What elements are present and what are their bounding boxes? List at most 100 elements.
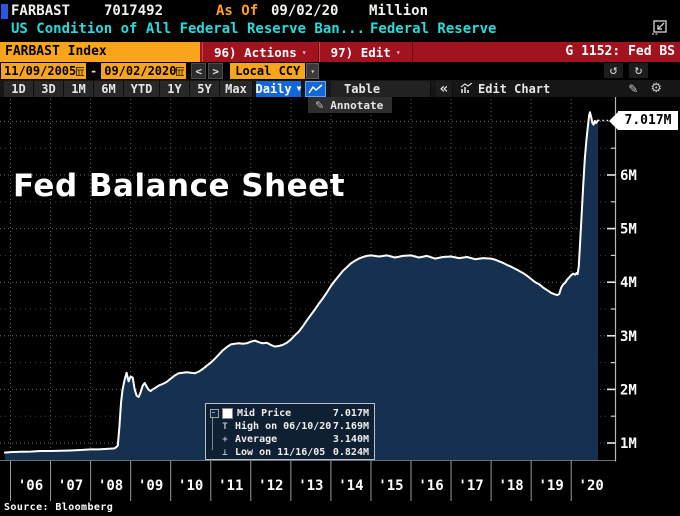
legend-value: 7.017M bbox=[332, 408, 369, 419]
date-range-row: 11/09/2005 - 09/02/2020 < > Local CCY ▾ bbox=[0, 62, 680, 80]
redo-button[interactable]: ↻ bbox=[629, 63, 648, 78]
chevron-down-icon: ▾ bbox=[395, 47, 401, 57]
range-button-5y[interactable]: 5Y bbox=[190, 80, 220, 97]
y-tick-label: 4M bbox=[620, 275, 637, 291]
next-period-button[interactable]: > bbox=[208, 63, 224, 79]
period-dropdown-label: Daily bbox=[255, 81, 292, 96]
x-tick-label: '15 bbox=[378, 478, 403, 494]
x-tick-label: '06 bbox=[18, 478, 43, 494]
command-titlebar: FARBAST Index 96) Actions ▾ 97) Edit ▾ G… bbox=[0, 42, 680, 62]
unit-label: Million bbox=[369, 3, 429, 19]
annotate-toolbar-icon[interactable]: ✎ bbox=[628, 81, 639, 96]
legend-label: Low on 11/16/05 bbox=[235, 447, 326, 458]
edit-chart-button[interactable]: Edit Chart bbox=[460, 82, 550, 96]
chart-type-button[interactable] bbox=[305, 80, 326, 97]
legend-row: Mid Price 7.017M bbox=[210, 407, 369, 420]
ticker-symbol: FARBAST bbox=[11, 3, 71, 19]
x-tick-label: '13 bbox=[298, 478, 323, 494]
legend-low-marker-icon: ⊥ bbox=[222, 447, 228, 458]
x-tick-label: '16 bbox=[418, 478, 443, 494]
as-of-label: As Of bbox=[216, 3, 259, 19]
price-line bbox=[3, 111, 599, 454]
legend-value: 7.169M bbox=[332, 421, 369, 432]
x-tick-label: '18 bbox=[498, 478, 523, 494]
x-tick-label: '17 bbox=[458, 478, 483, 494]
prev-period-button[interactable]: < bbox=[191, 63, 207, 79]
legend-label: High on 06/10/20 bbox=[235, 421, 332, 432]
date-range-dash: - bbox=[90, 64, 98, 78]
legend-value: 0.824M bbox=[332, 447, 369, 458]
pencil-icon: ✎ bbox=[315, 98, 325, 112]
settings-gear-icon[interactable]: ⚙ bbox=[650, 80, 662, 96]
currency-selector[interactable]: Local CCY bbox=[230, 63, 306, 79]
legend-avg-marker-icon: + bbox=[222, 434, 228, 445]
y-tick-label: 3M bbox=[620, 329, 637, 345]
edit-chart-label: Edit Chart bbox=[478, 81, 551, 96]
edit-menu[interactable]: 97) Edit ▾ bbox=[318, 42, 413, 62]
legend-high-marker-icon: T bbox=[222, 421, 228, 432]
security-description: US Condition of All Federal Reserve Ban.… bbox=[11, 21, 366, 37]
edit-menu-label: 97) Edit bbox=[330, 44, 391, 60]
y-tick-label: 6M bbox=[620, 168, 637, 184]
function-page-label: G 1152: Fed BS bbox=[565, 44, 675, 59]
undo-button[interactable]: ↺ bbox=[604, 63, 623, 78]
range-button-1d[interactable]: 1D bbox=[4, 80, 34, 97]
legend-value: 3.140M bbox=[332, 434, 369, 445]
legend-tree-root-icon[interactable] bbox=[210, 409, 219, 418]
last-price-tag: 7.017M bbox=[618, 111, 678, 130]
chevron-down-icon: ▼ bbox=[296, 83, 302, 93]
range-button-ytd[interactable]: YTD bbox=[124, 80, 160, 97]
calendar-icon bbox=[176, 66, 185, 76]
currency-dropdown-caret[interactable]: ▾ bbox=[306, 63, 320, 79]
legend-row: + Average 3.140M bbox=[210, 433, 369, 446]
x-tick-label: '10 bbox=[178, 478, 203, 494]
range-button-max[interactable]: Max bbox=[220, 80, 253, 97]
popout-window-icon[interactable] bbox=[650, 19, 670, 37]
range-button-1y[interactable]: 1Y bbox=[160, 80, 190, 97]
edit-chart-icon bbox=[460, 83, 473, 93]
calendar-icon bbox=[76, 66, 84, 76]
series-color-swatch bbox=[222, 408, 233, 419]
y-tick-label: 2M bbox=[620, 382, 637, 398]
annotate-button[interactable]: ✎ Annotate bbox=[308, 97, 393, 113]
range-button-6m[interactable]: 6M bbox=[94, 80, 124, 97]
x-tick-label: '19 bbox=[539, 478, 564, 494]
y-tick-label: 5M bbox=[620, 222, 637, 238]
terminal-cursor bbox=[1, 4, 8, 19]
range-button-1m[interactable]: 1M bbox=[64, 80, 94, 97]
collapse-panel-button[interactable]: « bbox=[436, 80, 453, 97]
legend-row: ⊥ Low on 11/16/05 0.824M bbox=[210, 446, 369, 459]
annotate-label: Annotate bbox=[330, 98, 384, 112]
security-tab[interactable]: FARBAST Index bbox=[0, 42, 200, 62]
x-tick-label: '07 bbox=[58, 478, 83, 494]
chart-legend-box[interactable]: Mid Price 7.017M T High on 06/10/20 7.169M + A… bbox=[205, 403, 375, 460]
price-chart[interactable]: 1M 2M 3M 4M 5M 6M '06 '07 '08 '09 '10 '11 '12 '13 '14 '… bbox=[0, 97, 680, 516]
start-date-value: 11/09/2005 bbox=[4, 64, 77, 78]
chart-big-title: Fed Balance Sheet bbox=[13, 168, 346, 204]
end-date-field[interactable]: 09/02/2020 bbox=[101, 63, 187, 79]
area-fill bbox=[4, 112, 598, 461]
x-tick-label: '12 bbox=[258, 478, 283, 494]
x-tick-label: '20 bbox=[579, 478, 604, 494]
x-tick-label: '08 bbox=[98, 478, 123, 494]
end-date-value: 09/02/2020 bbox=[104, 64, 177, 78]
chevron-down-icon: ▾ bbox=[301, 47, 307, 57]
x-tick-label: '14 bbox=[338, 478, 363, 494]
ticker-figure: 7017492 bbox=[104, 3, 164, 19]
source-attribution: Source: Bloomberg bbox=[4, 502, 114, 513]
y-tick-label: 1M bbox=[620, 436, 637, 452]
legend-label: Mid Price bbox=[237, 408, 292, 419]
actions-menu[interactable]: 96) Actions ▾ bbox=[202, 42, 319, 62]
range-button-group: 1D 3D 1M 6M YTD 1Y 5Y Max bbox=[4, 80, 253, 97]
actions-menu-label: 96) Actions bbox=[214, 44, 297, 60]
legend-row: T High on 06/10/20 7.169M bbox=[210, 420, 369, 433]
chart-toolbar: 1D 3D 1M 6M YTD 1Y 5Y Max Daily ▼ Table « Edit … bbox=[0, 80, 680, 97]
period-dropdown[interactable]: Daily ▼ bbox=[255, 80, 302, 97]
table-button[interactable]: Table bbox=[331, 80, 431, 97]
start-date-field[interactable]: 11/09/2005 bbox=[1, 63, 86, 79]
legend-label: Average bbox=[235, 434, 278, 445]
as-of-date: 09/02/20 bbox=[271, 3, 339, 19]
range-button-3d[interactable]: 3D bbox=[34, 80, 64, 97]
data-provider: Federal Reserve bbox=[370, 21, 497, 37]
